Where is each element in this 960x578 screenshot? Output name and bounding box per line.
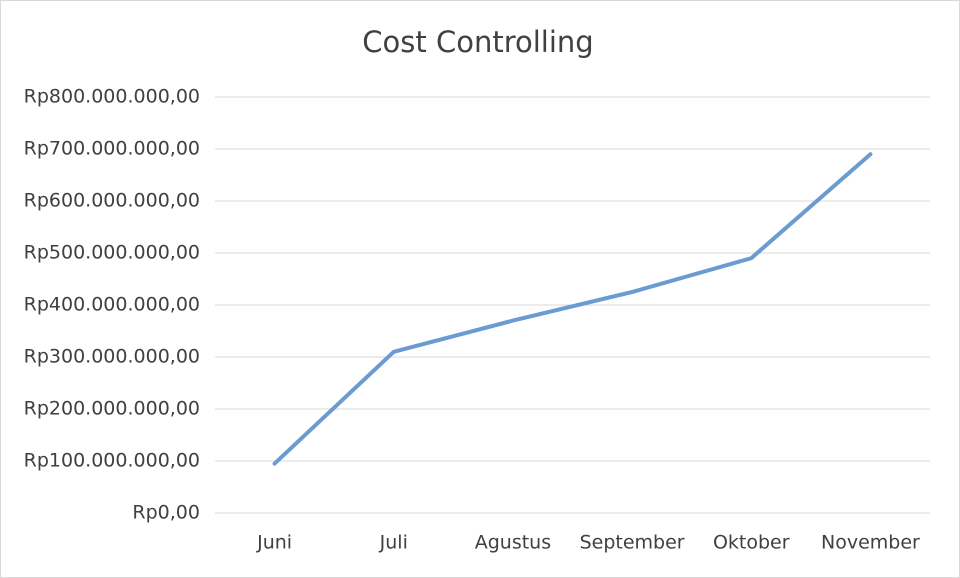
x-tick-label: Juni — [256, 532, 292, 554]
y-tick-label: Rp200.000.000,00 — [24, 398, 200, 420]
y-tick-label: Rp400.000.000,00 — [24, 294, 200, 316]
x-tick-label: Oktober — [713, 532, 790, 554]
x-tick-label: November — [821, 532, 920, 554]
y-tick-label: Rp700.000.000,00 — [24, 138, 200, 160]
x-tick-label: September — [580, 532, 685, 554]
y-tick-label: Rp500.000.000,00 — [24, 242, 200, 264]
y-tick-label: Rp100.000.000,00 — [24, 450, 200, 472]
y-tick-label: Rp600.000.000,00 — [24, 190, 200, 212]
chart-title: Cost Controlling — [362, 25, 593, 59]
y-tick-label: Rp0,00 — [132, 502, 200, 524]
y-tick-label: Rp800.000.000,00 — [24, 86, 200, 108]
y-tick-label: Rp300.000.000,00 — [24, 346, 200, 368]
x-tick-label: Juli — [379, 532, 408, 554]
line-series — [272, 152, 873, 466]
x-tick-label: Agustus — [475, 532, 551, 554]
